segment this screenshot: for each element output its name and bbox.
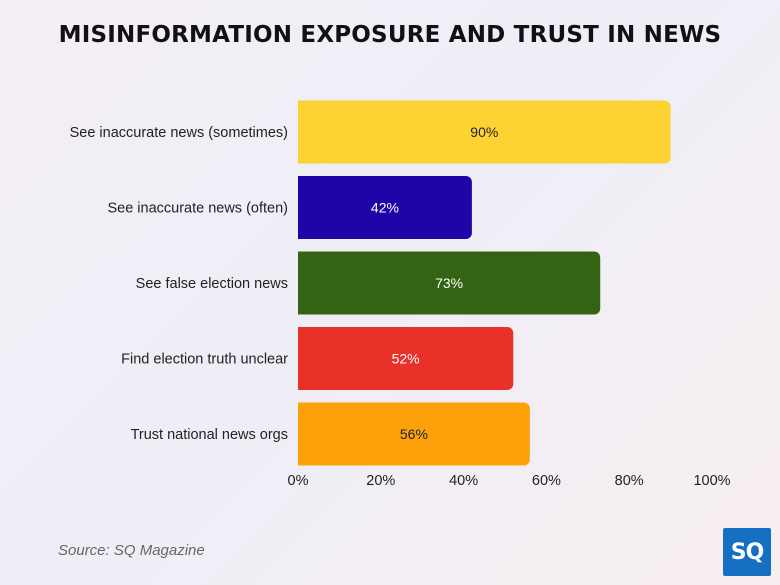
chart-title: MISINFORMATION EXPOSURE AND TRUST IN NEW… <box>58 22 722 48</box>
bar-value-label-0: 90% <box>470 124 498 140</box>
category-label-2: See false election news <box>136 276 288 292</box>
x-tick-label-3: 60% <box>532 473 561 489</box>
bar-value-label-3: 52% <box>392 351 420 367</box>
source-note: Source: SQ Magazine <box>58 542 205 559</box>
bar-0 <box>298 100 671 164</box>
bar-3 <box>298 327 514 390</box>
category-label-0: See inaccurate news (sometimes) <box>70 125 288 141</box>
bar-value-label-1: 42% <box>371 200 399 216</box>
category-label-4: Trust national news orgs <box>131 427 288 443</box>
x-tick-label-4: 80% <box>615 473 644 489</box>
category-label-1: See inaccurate news (often) <box>107 201 288 217</box>
category-label-3: Find election truth unclear <box>121 352 288 368</box>
bar-1 <box>298 176 472 239</box>
sq-magazine-logo: SQ <box>723 528 771 576</box>
bar-value-label-2: 73% <box>435 275 463 291</box>
bar-value-label-4: 56% <box>400 426 428 442</box>
x-tick-label-2: 40% <box>449 473 478 489</box>
x-tick-label-1: 20% <box>366 473 395 489</box>
x-tick-label-5: 100% <box>693 473 730 489</box>
x-tick-label-0: 0% <box>288 473 309 489</box>
bar-4 <box>298 402 530 466</box>
bar-2 <box>298 251 601 315</box>
